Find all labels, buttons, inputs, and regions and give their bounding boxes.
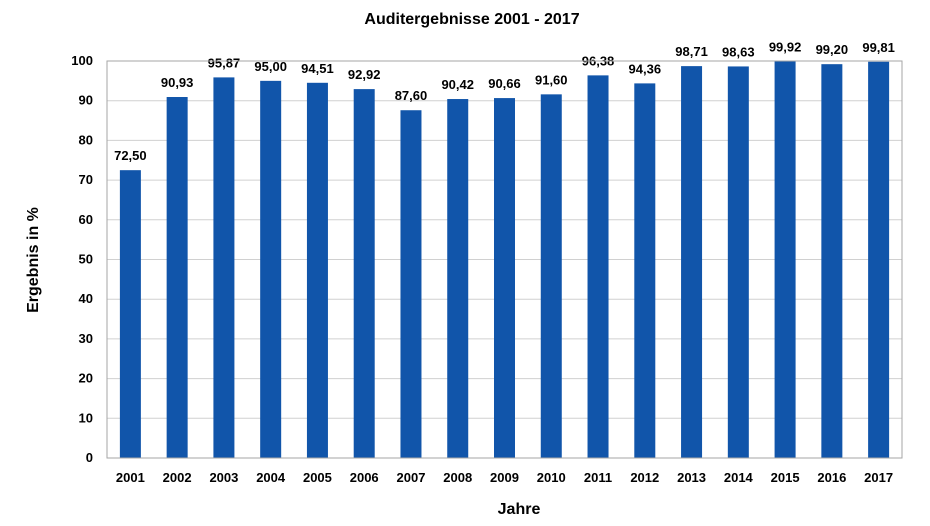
chart-title: Auditergebnisse 2001 - 2017: [364, 11, 579, 28]
bar: [774, 61, 796, 459]
bar: [260, 80, 282, 458]
x-axis-ticks: 2001 2002 2003 2004 2005 2006 2007 2008 2009 2010…: [116, 470, 893, 485]
bar: [540, 94, 562, 459]
data-label: 95,00: [254, 59, 287, 74]
bar: [727, 66, 749, 458]
bar: [213, 77, 235, 458]
data-label: 98,71: [675, 44, 708, 59]
y-tick-label: 20: [79, 371, 93, 386]
data-label: 91,60: [535, 72, 568, 87]
data-label: 99,92: [769, 39, 802, 54]
bar: [821, 64, 843, 459]
data-label: 99,81: [862, 40, 895, 55]
plot-area-frame: [106, 60, 903, 459]
y-tick-label: 60: [79, 212, 93, 227]
x-tick-label: 2009: [490, 470, 519, 485]
y-tick-label: 100: [71, 53, 93, 68]
data-label: 99,20: [816, 42, 849, 57]
y-tick-label: 40: [79, 291, 93, 306]
y-tick-label: 30: [79, 331, 93, 346]
data-label: 87,60: [395, 88, 428, 103]
x-tick-label: 2016: [817, 470, 846, 485]
data-label: 90,93: [161, 75, 194, 90]
y-tick-label: 10: [79, 410, 93, 425]
bar: [400, 110, 422, 458]
bars: [119, 61, 890, 459]
x-tick-label: 2005: [303, 470, 332, 485]
x-tick-label: 2017: [864, 470, 893, 485]
x-tick-label: 2001: [116, 470, 145, 485]
y-tick-label: 80: [79, 132, 93, 147]
x-tick-label: 2012: [630, 470, 659, 485]
x-tick-label: 2006: [350, 470, 379, 485]
x-tick-label: 2013: [677, 470, 706, 485]
y-tick-label: 70: [79, 172, 93, 187]
data-label: 94,51: [301, 61, 334, 76]
x-tick-label: 2003: [209, 470, 238, 485]
data-label: 90,66: [488, 76, 521, 91]
x-axis-label: Jahre: [498, 501, 541, 518]
y-tick-label: 90: [79, 93, 93, 108]
x-tick-label: 2010: [537, 470, 566, 485]
data-label: 92,92: [348, 67, 381, 82]
bar: [494, 98, 515, 458]
data-label: 90,42: [441, 77, 474, 92]
x-tick-label: 2015: [771, 470, 800, 485]
x-tick-label: 2011: [584, 470, 612, 485]
x-tick-label: 2014: [724, 470, 754, 485]
x-tick-label: 2008: [443, 470, 472, 485]
y-tick-label: 50: [79, 252, 93, 267]
data-label: 94,36: [629, 61, 662, 76]
bar: [681, 66, 703, 458]
bar: [306, 82, 328, 459]
bar: [166, 97, 188, 458]
data-label: 72,50: [114, 148, 147, 163]
y-tick-label: 0: [86, 450, 93, 465]
bar: [634, 83, 656, 458]
x-tick-label: 2007: [397, 470, 426, 485]
bar: [447, 99, 469, 459]
y-axis-label: Ergebnis in %: [25, 207, 42, 313]
bar: [587, 75, 609, 458]
data-label: 98,63: [722, 44, 755, 59]
data-label: 95,87: [208, 55, 241, 70]
x-tick-label: 2004: [256, 470, 286, 485]
y-axis-ticks: 0 10 20 30 40 50 60 70 80 90 100: [71, 53, 93, 465]
bar: [353, 89, 375, 458]
bar: [868, 61, 890, 458]
bar: [119, 170, 141, 459]
x-tick-label: 2002: [163, 470, 192, 485]
